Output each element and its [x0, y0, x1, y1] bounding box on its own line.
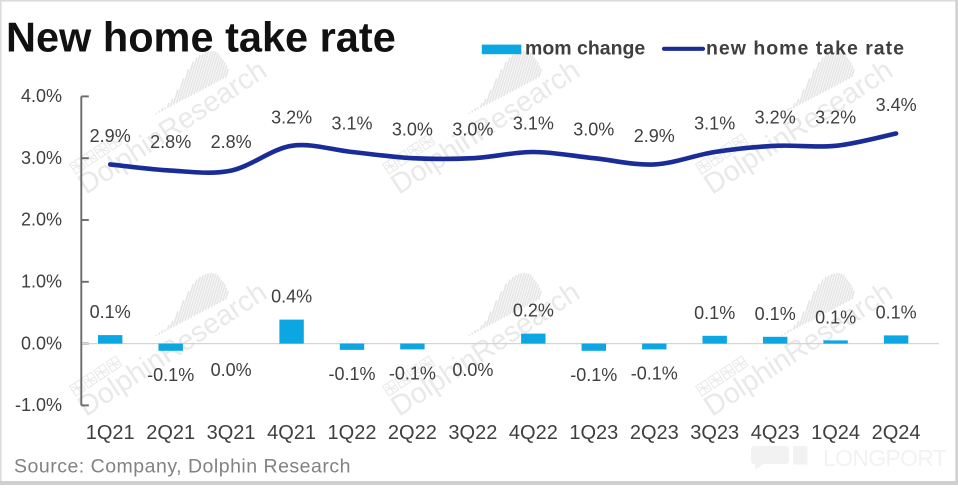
svg-text:0.2%: 0.2%: [513, 301, 554, 321]
svg-text:-0.1%: -0.1%: [631, 364, 678, 384]
svg-text:2.0%: 2.0%: [21, 210, 62, 230]
svg-text:3.0%: 3.0%: [392, 120, 433, 140]
svg-text:3.0%: 3.0%: [452, 120, 493, 140]
svg-text:0.4%: 0.4%: [271, 287, 312, 307]
svg-text:0.1%: 0.1%: [90, 302, 131, 322]
svg-text:0.0%: 0.0%: [452, 360, 493, 380]
svg-text:0.1%: 0.1%: [876, 302, 917, 322]
svg-text:4Q21: 4Q21: [267, 422, 316, 444]
svg-text:1Q21: 1Q21: [86, 422, 135, 444]
svg-text:3Q23: 3Q23: [690, 422, 739, 444]
svg-text:0.1%: 0.1%: [694, 303, 735, 323]
svg-text:0.0%: 0.0%: [21, 333, 62, 353]
svg-text:1Q22: 1Q22: [328, 422, 377, 444]
svg-text:3.1%: 3.1%: [513, 114, 554, 134]
svg-text:New home take rate: New home take rate: [6, 14, 396, 61]
svg-text:1Q24: 1Q24: [811, 422, 860, 444]
svg-text:-0.1%: -0.1%: [570, 365, 617, 385]
svg-text:mom change: mom change: [525, 38, 645, 60]
svg-text:2Q22: 2Q22: [388, 422, 437, 444]
svg-text:3Q21: 3Q21: [207, 422, 256, 444]
svg-text:3.4%: 3.4%: [876, 95, 917, 115]
svg-text:3.2%: 3.2%: [271, 107, 312, 127]
svg-text:new home take rate: new home take rate: [706, 38, 905, 60]
svg-text:3.1%: 3.1%: [694, 114, 735, 134]
svg-text:-0.1%: -0.1%: [147, 365, 194, 385]
svg-text:1.0%: 1.0%: [21, 272, 62, 292]
svg-text:-0.1%: -0.1%: [328, 364, 375, 384]
svg-text:LONGPORT: LONGPORT: [823, 445, 947, 471]
svg-text:2.9%: 2.9%: [90, 126, 131, 146]
svg-text:1Q23: 1Q23: [569, 422, 618, 444]
svg-text:2.9%: 2.9%: [634, 126, 675, 146]
svg-text:3Q22: 3Q22: [448, 422, 497, 444]
svg-text:0.0%: 0.0%: [211, 360, 252, 380]
svg-text:3.0%: 3.0%: [21, 148, 62, 168]
svg-text:3.2%: 3.2%: [815, 107, 856, 127]
svg-text:3.1%: 3.1%: [331, 114, 372, 134]
svg-text:2.8%: 2.8%: [211, 132, 252, 152]
svg-text:Source: Company, Dolphin Resea: Source: Company, Dolphin Research: [14, 456, 351, 478]
svg-text:2.8%: 2.8%: [150, 132, 191, 152]
svg-text:0.1%: 0.1%: [755, 304, 796, 324]
svg-text:4Q22: 4Q22: [509, 422, 558, 444]
svg-text:2Q24: 2Q24: [872, 422, 921, 444]
svg-text:2Q23: 2Q23: [630, 422, 679, 444]
svg-text:4.0%: 4.0%: [21, 86, 62, 106]
svg-text:-0.1%: -0.1%: [389, 364, 436, 384]
svg-text:3.2%: 3.2%: [755, 107, 796, 127]
svg-text:0.1%: 0.1%: [815, 307, 856, 327]
svg-text:3.0%: 3.0%: [573, 120, 614, 140]
svg-text:2Q21: 2Q21: [146, 422, 195, 444]
svg-text:4Q23: 4Q23: [751, 422, 800, 444]
svg-text:-1.0%: -1.0%: [15, 395, 62, 415]
